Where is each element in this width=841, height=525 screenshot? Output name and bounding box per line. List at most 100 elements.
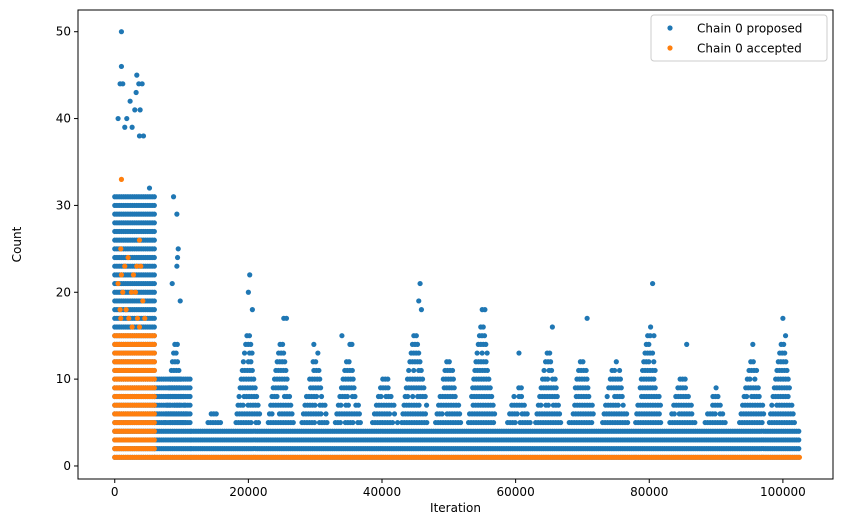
point-chain-0-proposed [656,393,662,400]
point-chain-0-proposed [548,367,555,374]
point-chain-0-accepted [117,307,123,313]
plot-frame [77,9,834,480]
point-chain-0-proposed [424,419,430,426]
point-chain-0-accepted [118,272,125,278]
point-chain-0-proposed [780,315,786,321]
point-chain-0-proposed [769,402,775,408]
point-chain-0-proposed [182,419,188,426]
point-chain-0-proposed [554,393,560,400]
point-chain-0-proposed [318,393,325,400]
point-chain-0-accepted [151,341,157,347]
x-tick-label: 0 [111,485,119,499]
point-chain-0-proposed [722,419,728,426]
point-chain-0-accepted [136,324,143,330]
point-chain-0-proposed [352,393,358,400]
point-chain-0-proposed [240,402,246,408]
point-chain-0-proposed [151,211,157,217]
point-chain-0-proposed [289,411,295,417]
point-chain-0-proposed [167,402,173,408]
point-chain-0-accepted [151,437,157,443]
legend-marker-proposed [667,25,673,31]
point-chain-0-proposed [651,359,657,365]
point-chain-0-accepted [151,411,157,417]
point-chain-0-proposed [553,385,559,391]
point-chain-0-proposed [413,333,419,339]
point-chain-0-proposed [752,376,758,382]
point-chain-0-proposed [759,419,765,426]
point-chain-0-proposed [786,385,792,391]
point-chain-0-proposed [324,419,330,426]
point-chain-0-proposed [175,246,181,252]
point-chain-0-proposed [761,411,767,417]
point-chain-0-accepted [136,237,143,243]
point-chain-0-proposed [283,315,290,321]
point-chain-0-proposed [482,307,488,313]
point-chain-0-proposed [750,341,756,347]
point-chain-0-proposed [351,385,357,391]
legend-label-accepted: Chain 0 accepted [697,42,802,56]
point-chain-0-accepted [151,359,157,365]
point-chain-0-proposed [269,411,275,417]
point-chain-0-proposed [174,359,181,365]
point-chain-0-proposed [169,280,175,287]
point-chain-0-proposed [217,419,224,426]
point-chain-0-proposed [720,411,726,417]
plot-area [77,9,834,480]
point-chain-0-proposed [346,359,352,365]
point-chain-0-proposed [248,419,254,426]
point-chain-0-proposed [423,402,430,408]
point-chain-0-proposed [439,411,445,417]
point-chain-0-proposed [583,367,589,374]
point-chain-0-proposed [422,411,429,417]
point-chain-0-proposed [545,402,551,408]
point-chain-0-proposed [339,333,345,339]
point-chain-0-proposed [151,272,157,278]
point-chain-0-proposed [796,428,802,434]
point-chain-0-proposed [349,341,355,347]
point-chain-0-proposed [484,367,490,374]
point-chain-0-proposed [151,315,157,321]
point-chain-0-proposed [282,359,288,365]
point-chain-0-accepted [142,315,148,321]
point-chain-0-proposed [312,402,318,408]
point-chain-0-proposed [750,359,756,365]
point-chain-0-proposed [549,324,555,330]
point-chain-0-proposed [416,298,422,304]
point-chain-0-proposed [151,263,157,269]
point-chain-0-proposed [240,359,246,365]
point-chain-0-proposed [781,341,787,347]
point-chain-0-proposed [385,376,391,382]
point-chain-0-proposed [685,393,691,400]
point-chain-0-accepted [132,289,139,295]
point-chain-0-proposed [514,411,520,417]
point-chain-0-accepted [151,367,157,374]
point-chain-0-proposed [137,107,143,113]
point-chain-0-proposed [345,402,351,408]
point-chain-0-proposed [481,333,488,339]
point-chain-0-proposed [187,376,193,382]
point-chain-0-proposed [187,419,193,426]
point-chain-0-proposed [151,202,157,209]
point-chain-0-proposed [712,411,718,417]
point-chain-0-proposed [281,350,287,356]
point-chain-0-proposed [651,333,657,339]
point-chain-0-proposed [416,350,422,356]
point-chain-0-proposed [456,411,463,417]
point-chain-0-proposed [187,402,193,408]
point-chain-0-proposed [658,419,664,426]
point-chain-0-proposed [151,280,157,287]
point-chain-0-proposed [338,402,344,408]
point-chain-0-proposed [391,411,398,417]
x-tick-label: 100000 [760,485,806,499]
point-chain-0-proposed [449,367,456,374]
point-chain-0-accepted [118,246,124,252]
point-chain-0-proposed [248,359,254,365]
point-chain-0-proposed [580,359,586,365]
point-chain-0-proposed [313,359,319,365]
point-chain-0-proposed [717,402,723,408]
point-chain-0-proposed [791,419,798,426]
point-chain-0-proposed [652,385,658,391]
point-chain-0-proposed [136,133,143,139]
point-chain-0-proposed [213,411,219,417]
point-chain-0-proposed [170,194,177,200]
